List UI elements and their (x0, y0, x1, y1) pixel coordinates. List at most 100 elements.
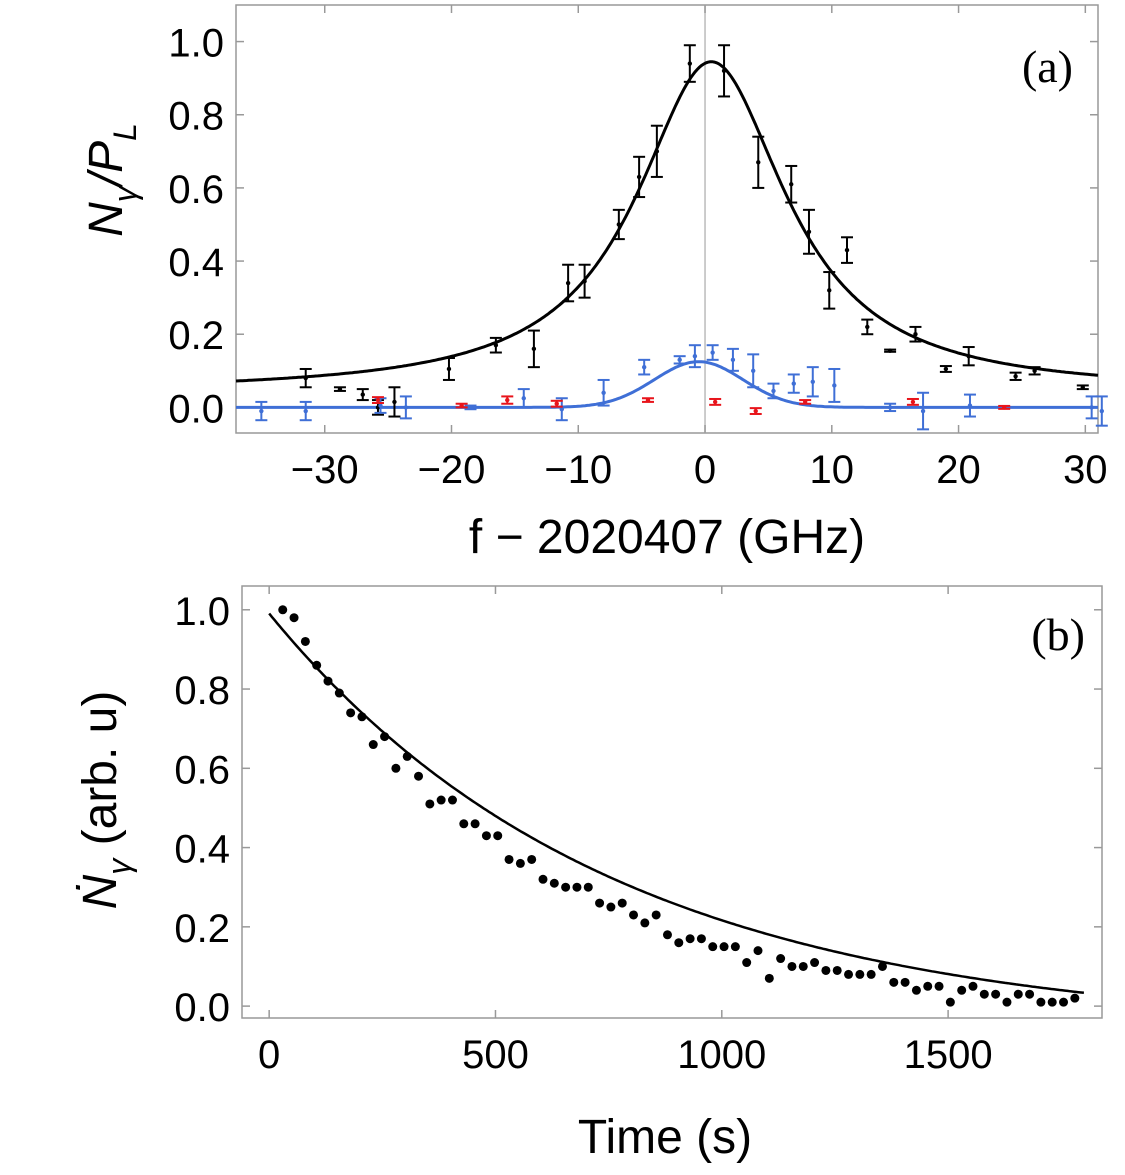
data-point-black-data (752, 135, 765, 189)
point-marker (446, 366, 452, 372)
panel-a-y-axis-title: Nγ/PL (80, 123, 143, 237)
data-point-decay (753, 946, 763, 956)
panel-a-y-tick-label: 0.8 (168, 95, 224, 139)
point-marker (756, 160, 761, 165)
point-marker (403, 405, 409, 410)
data-point-blue-data (1095, 395, 1108, 427)
point-marker (844, 247, 850, 253)
data-point-decay (402, 751, 412, 761)
point-marker (771, 388, 776, 394)
data-point-decay (1047, 997, 1057, 1007)
point-marker (303, 375, 308, 381)
data-point-decay (357, 712, 367, 722)
point-marker (601, 390, 606, 395)
panel-a-y-tick-label: 0.4 (168, 241, 224, 285)
data-point-black-data (841, 236, 854, 264)
data-point-decay (911, 985, 921, 995)
data-point-black-data (578, 263, 591, 299)
data-point-decay (945, 997, 955, 1007)
data-point-black-data (1009, 371, 1022, 381)
data-point-decay (323, 676, 333, 686)
point-marker (887, 405, 893, 410)
point-marker (677, 357, 682, 363)
point-marker (806, 229, 812, 235)
data-point-decay (481, 831, 491, 841)
point-marker (468, 405, 473, 410)
point-marker (636, 174, 642, 180)
data-point-decay (719, 942, 729, 952)
point-marker (943, 366, 949, 372)
point-marker (505, 397, 510, 403)
point-marker (616, 222, 622, 227)
point-marker (827, 288, 832, 293)
point-marker (1032, 368, 1037, 374)
data-point-blue-data (255, 400, 268, 422)
data-point-decay (527, 854, 537, 864)
point-marker (1080, 385, 1085, 390)
data-point-decay (934, 981, 944, 991)
data-point-decay (470, 819, 480, 829)
data-point-decay (595, 898, 605, 908)
data-point-decay (855, 969, 865, 979)
panel-a-label: (a) (1022, 41, 1073, 92)
data-point-decay (764, 973, 774, 983)
data-point-black-data (633, 155, 646, 199)
data-point-decay (674, 938, 684, 948)
data-point-red-data (641, 397, 654, 403)
data-point-decay (1025, 989, 1035, 999)
panel-b-y-axis-tail: (arb. u) (74, 691, 127, 859)
data-point-decay (493, 831, 503, 841)
point-marker (832, 383, 837, 388)
data-point-decay (651, 910, 661, 920)
panel-b-y-axis-main: Ṅ (74, 874, 127, 909)
data-point-decay (436, 795, 446, 805)
data-point-blue-data (706, 344, 719, 361)
data-point-decay (979, 989, 989, 999)
data-point-black-data (562, 263, 575, 303)
data-point-decay (798, 961, 808, 971)
panel-b-y-tick-label: 0.0 (174, 986, 230, 1030)
point-marker (913, 332, 918, 337)
data-point-blue-data (1085, 395, 1098, 420)
data-point-decay (991, 989, 1001, 999)
point-marker (378, 403, 383, 408)
panel-b-y-tick-label: 0.6 (174, 748, 230, 792)
data-point-black-data (802, 208, 815, 255)
data-point-blue-data (726, 347, 739, 372)
data-point-decay (561, 882, 571, 892)
data-point-decay (346, 708, 356, 718)
data-point-decay (787, 961, 797, 971)
data-point-black-data (489, 336, 502, 354)
panel-a-y-tick-label: 0.2 (168, 314, 224, 358)
data-point-black-data (962, 346, 975, 367)
fit-curve-decay (268, 612, 1085, 995)
point-marker (582, 278, 587, 284)
data-point-blue-data (747, 353, 760, 389)
data-point-black-data (823, 271, 836, 310)
point-marker (1013, 374, 1018, 379)
point-marker (375, 397, 381, 403)
panel-a-x-tick-label: 10 (810, 448, 855, 492)
data-point-decay (776, 954, 786, 964)
data-point-black-data (884, 348, 897, 353)
data-point-decay (810, 958, 820, 968)
panel-a: −30 −20 −10 0 10 20 30 0.0 0.2 0.4 0.6 0.8 1.0 (a) f… (80, 4, 1108, 564)
panel-a-x-tick-label: −20 (418, 448, 486, 492)
panel-a-y-axis-div: /P (80, 141, 133, 189)
data-point-blue-data (767, 382, 780, 400)
point-marker (493, 343, 499, 348)
data-point-black-data (1076, 384, 1089, 391)
panel-a-y-tick-label: 0.6 (168, 168, 224, 212)
data-point-decay (447, 795, 457, 805)
data-point-blue-data (374, 397, 387, 414)
panel-b-y-tick-label: 0.8 (174, 669, 230, 713)
data-point-blue-data (806, 366, 819, 398)
data-point-decay (685, 934, 695, 944)
data-point-black-data (785, 164, 798, 204)
data-point-decay (538, 874, 548, 884)
panel-b-x-axis-title: Time (s) (578, 1111, 752, 1164)
point-marker (887, 348, 893, 353)
panel-b-frame (241, 585, 1103, 1019)
point-marker (710, 350, 715, 355)
data-point-red-data (371, 396, 384, 405)
